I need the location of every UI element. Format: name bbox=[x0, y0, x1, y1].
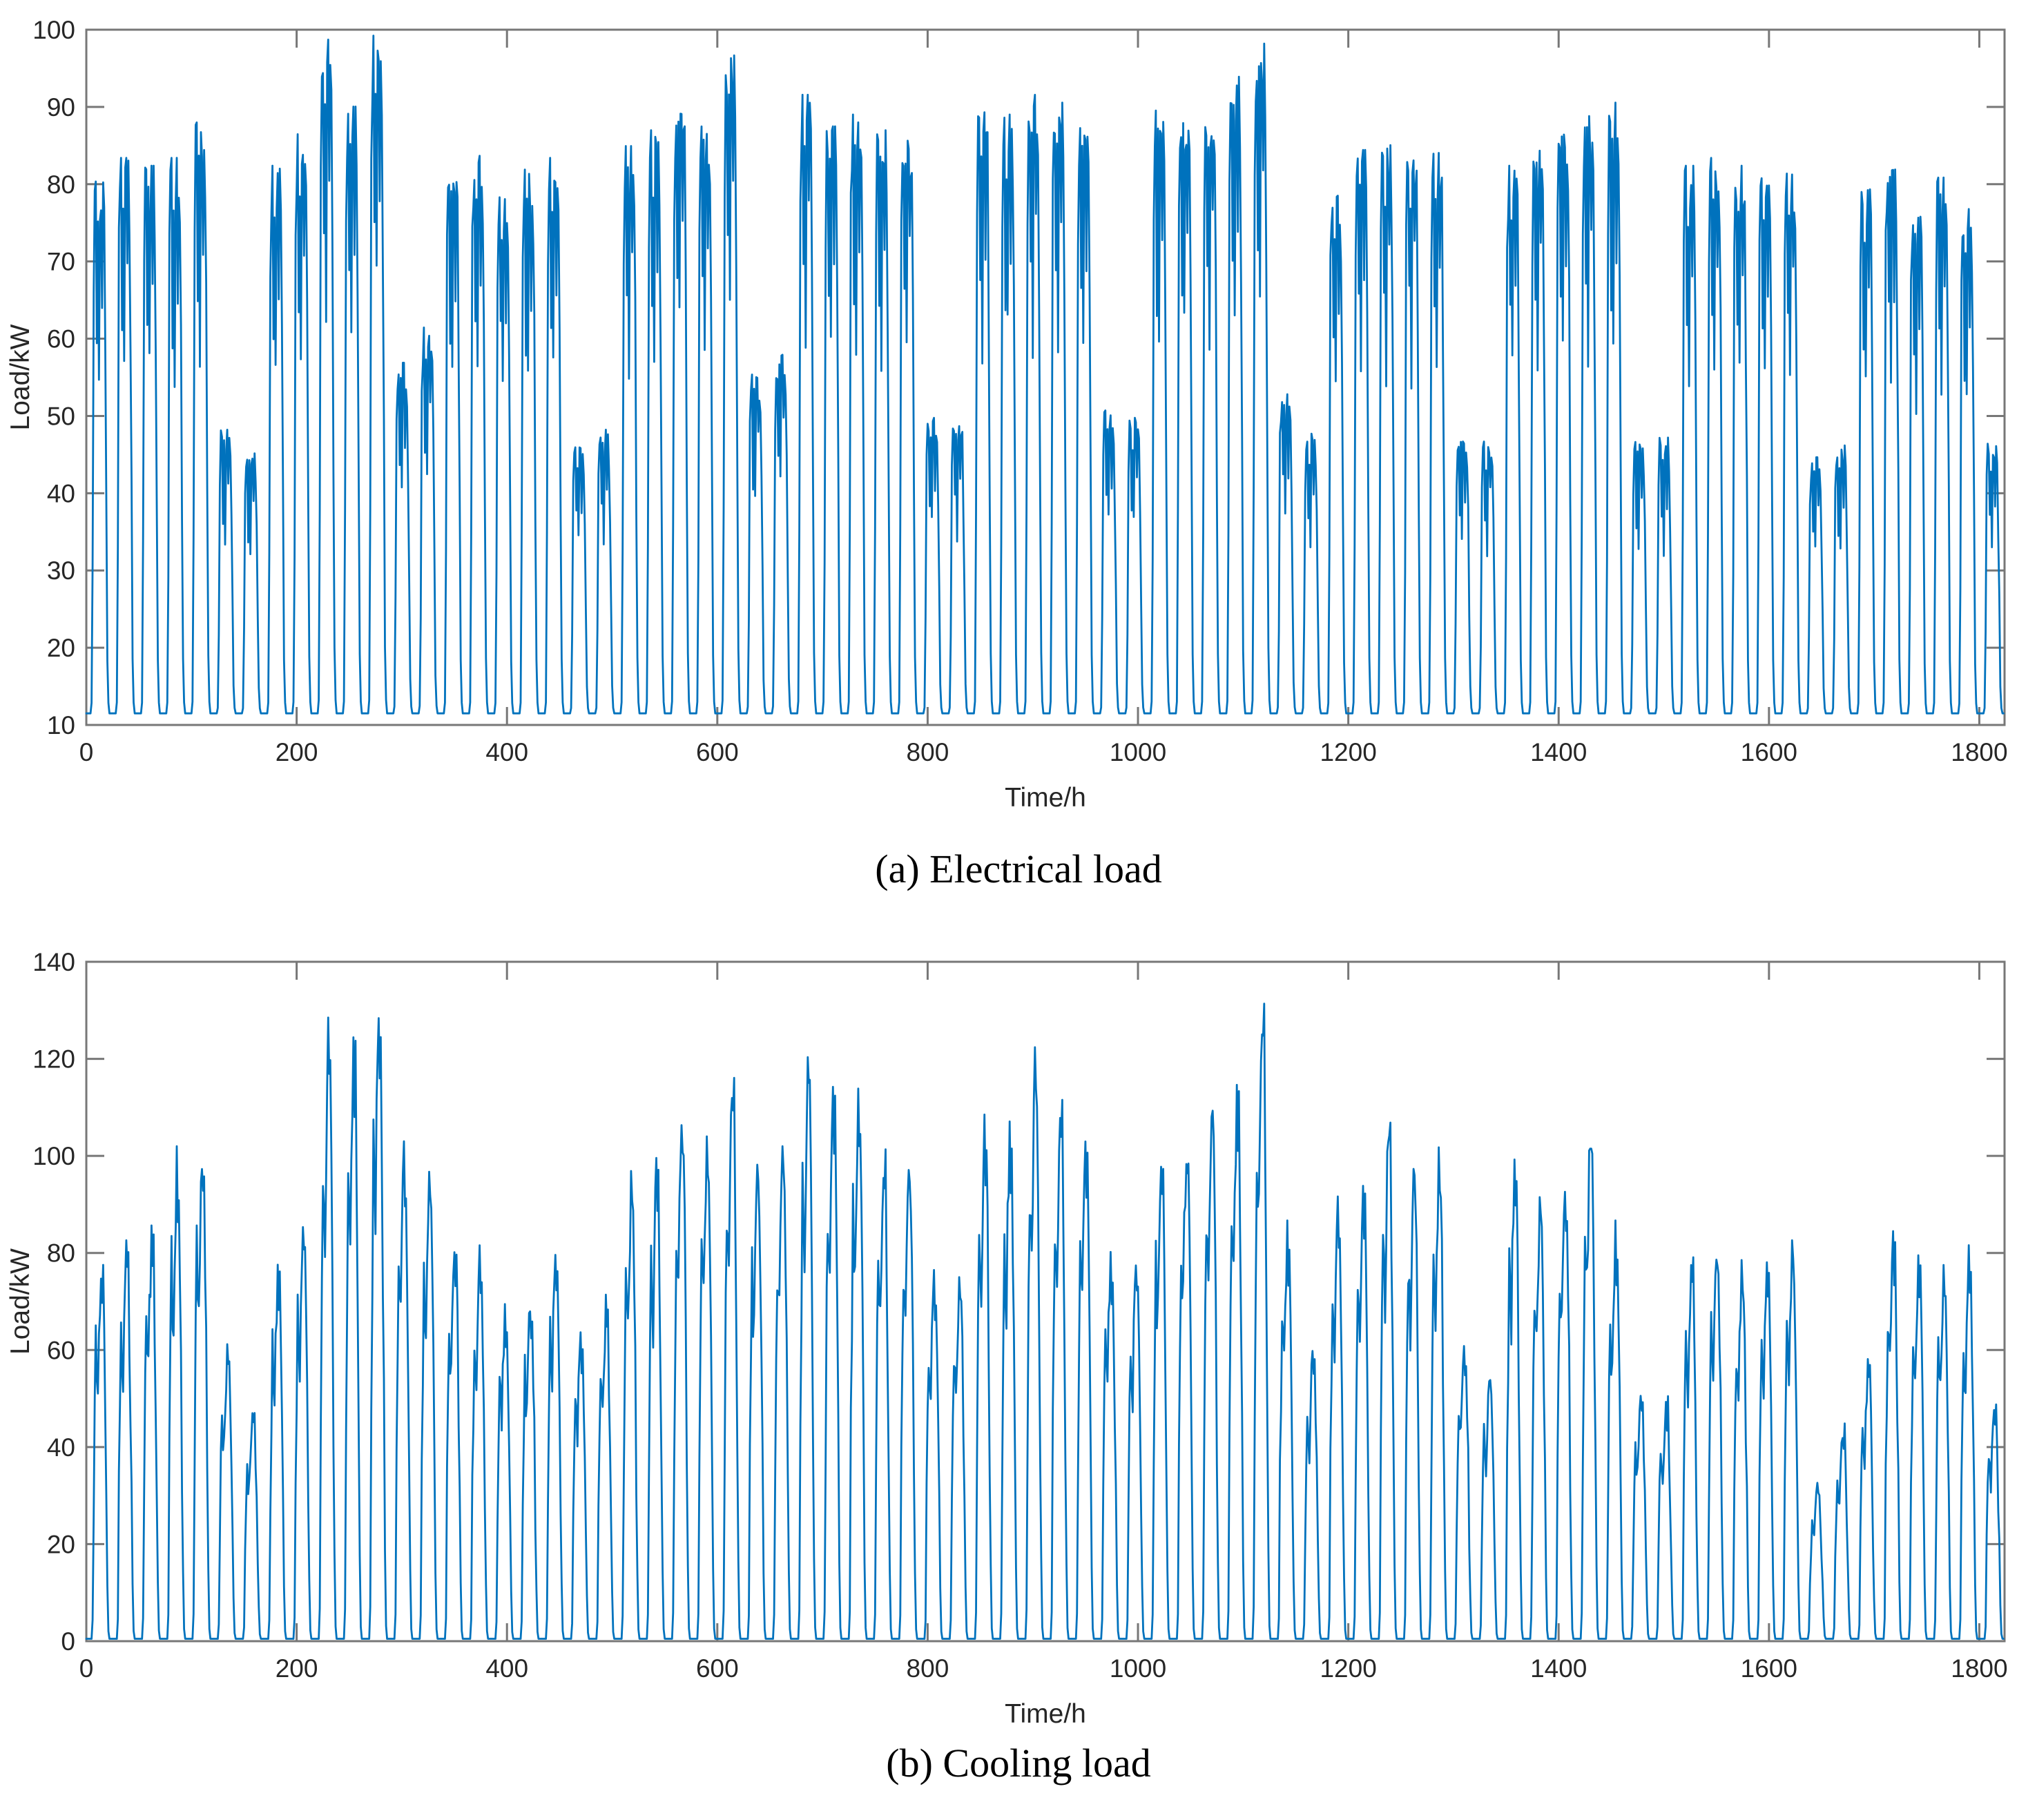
caption-cooling-load: (b) Cooling load bbox=[886, 1741, 1151, 1785]
x-tick-label: 200 bbox=[276, 1654, 318, 1683]
y-tick-label: 40 bbox=[47, 1433, 75, 1462]
y-tick-label: 40 bbox=[47, 479, 75, 507]
cooling-load-series bbox=[85, 1003, 2005, 1640]
y-tick-label: 120 bbox=[32, 1045, 75, 1074]
x-tick-label: 1000 bbox=[1110, 738, 1166, 766]
x-axis-label: Time/h bbox=[1005, 1699, 1086, 1729]
x-tick-label: 400 bbox=[485, 738, 528, 766]
y-tick-label: 90 bbox=[47, 93, 75, 122]
x-tick-label: 1800 bbox=[1951, 1654, 2007, 1683]
y-tick-label: 100 bbox=[32, 1142, 75, 1170]
y-tick-label: 80 bbox=[47, 171, 75, 199]
cooling-load-chart: 0 200 400 600 800 1000 1200 1400 1600 1800 0 20 40 60… bbox=[6, 948, 2008, 1729]
y-tick-label: 0 bbox=[61, 1627, 75, 1656]
y-tick-label: 70 bbox=[47, 248, 75, 276]
x-tick-label: 1200 bbox=[1320, 738, 1376, 766]
x-tick-label: 400 bbox=[485, 1654, 528, 1683]
caption-electrical-load: (a) Electrical load bbox=[875, 846, 1162, 891]
plot-box bbox=[85, 960, 2006, 1643]
x-tick-label: 1400 bbox=[1530, 738, 1587, 766]
axis-ticks bbox=[85, 28, 2005, 726]
plot-box bbox=[85, 28, 2006, 726]
y-tick-label: 60 bbox=[47, 325, 75, 354]
y-tick-label: 50 bbox=[47, 402, 75, 430]
x-tick-label: 1200 bbox=[1320, 1654, 1376, 1683]
axis-tick-labels: 0 200 400 600 800 1000 1200 1400 1600 1800 0 20 40 60… bbox=[32, 948, 2007, 1683]
y-axis-label: Load/kW bbox=[6, 324, 35, 430]
y-tick-label: 80 bbox=[47, 1239, 75, 1268]
x-axis-label: Time/h bbox=[1005, 783, 1086, 813]
x-tick-label: 0 bbox=[79, 738, 94, 766]
y-tick-label: 60 bbox=[47, 1336, 75, 1364]
x-tick-label: 1400 bbox=[1530, 1654, 1587, 1683]
x-tick-label: 600 bbox=[696, 738, 739, 766]
axis-ticks bbox=[85, 960, 2005, 1643]
y-tick-label: 20 bbox=[47, 1530, 75, 1558]
electrical-load-chart: 0 200 400 600 800 1000 1200 1400 1600 1800 10 20 30 4… bbox=[6, 16, 2008, 813]
x-tick-label: 1800 bbox=[1951, 738, 2007, 766]
electrical-load-series bbox=[85, 35, 2005, 715]
axis-tick-labels: 0 200 400 600 800 1000 1200 1400 1600 1800 10 20 30 4… bbox=[32, 16, 2007, 766]
y-tick-label: 140 bbox=[32, 948, 75, 976]
y-axis-label: Load/kW bbox=[6, 1248, 35, 1355]
x-tick-label: 1600 bbox=[1741, 1654, 1797, 1683]
x-tick-label: 200 bbox=[276, 738, 318, 766]
x-tick-label: 1000 bbox=[1110, 1654, 1166, 1683]
x-tick-label: 1600 bbox=[1741, 738, 1797, 766]
x-tick-label: 600 bbox=[696, 1654, 739, 1683]
y-tick-label: 30 bbox=[47, 556, 75, 585]
x-tick-label: 800 bbox=[907, 738, 949, 766]
y-tick-label: 10 bbox=[47, 711, 75, 739]
x-tick-label: 800 bbox=[907, 1654, 949, 1683]
y-tick-label: 100 bbox=[32, 16, 75, 44]
y-tick-label: 20 bbox=[47, 634, 75, 662]
x-tick-label: 0 bbox=[79, 1654, 94, 1683]
